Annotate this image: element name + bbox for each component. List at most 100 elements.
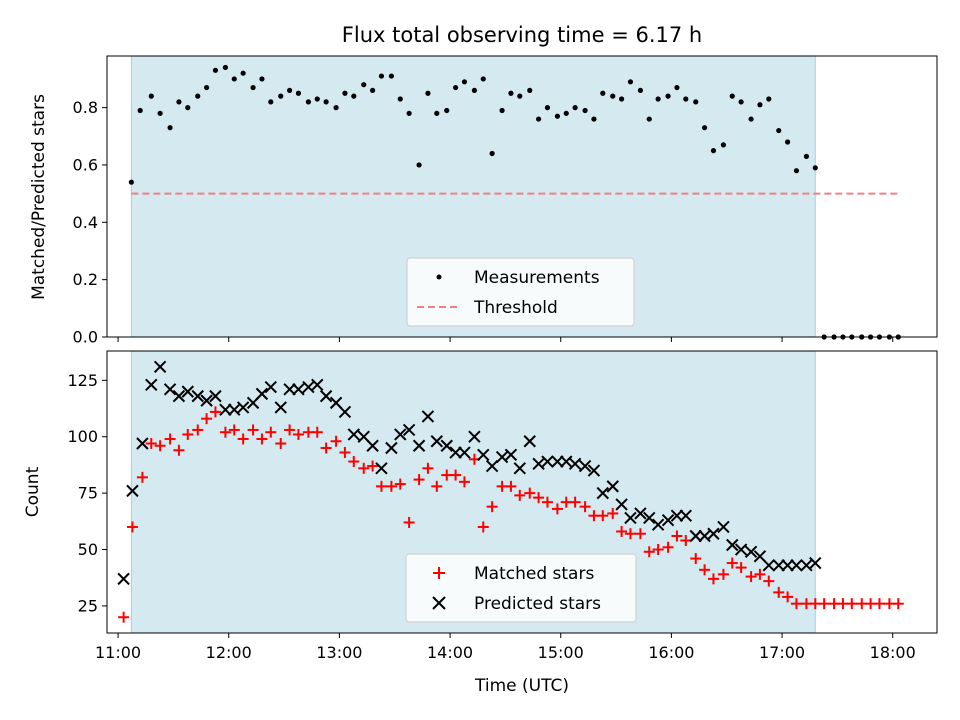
matched-star-point <box>219 426 231 438</box>
matched-star-point <box>330 435 342 447</box>
matched-star-point <box>745 571 757 583</box>
predicted-star-point <box>717 520 730 534</box>
x-tick-label: 12:00 <box>206 643 252 662</box>
matched-star-point <box>311 426 323 438</box>
measurement-point <box>212 67 219 73</box>
predicted-marker-b <box>255 387 269 401</box>
predicted-marker-b <box>651 518 665 531</box>
predicted-star-point <box>302 380 315 394</box>
measurement-point <box>544 105 551 111</box>
y-tick-label: 50 <box>78 540 98 559</box>
predicted-star-point <box>651 518 665 531</box>
matched-star-point <box>275 437 287 449</box>
matched-star-point <box>607 507 619 519</box>
predicted-marker-b <box>634 507 647 520</box>
matched-star-point <box>735 562 747 574</box>
predicted-marker-b <box>781 559 794 572</box>
predicted-marker-b <box>402 423 416 437</box>
matched-star-point <box>265 426 277 438</box>
measurement-point <box>655 96 661 102</box>
x-ticks-top <box>117 337 894 342</box>
measurement-point <box>536 116 542 122</box>
predicted-star-point <box>468 430 481 443</box>
predicted-star-point <box>338 405 352 419</box>
matched-star-point <box>394 478 406 490</box>
matched-star-point <box>707 573 719 585</box>
matched-star-point <box>375 480 387 492</box>
predicted-star-point <box>781 559 794 572</box>
matched-star-point <box>533 492 545 504</box>
legend-label-threshold: Threshold <box>473 298 558 318</box>
predicted-marker-b <box>347 428 360 441</box>
matched-star-point <box>403 516 415 528</box>
matched-star-point <box>413 474 425 486</box>
matched-star-point <box>763 575 775 587</box>
predicted-star-point <box>551 455 564 468</box>
predicted-star-point <box>200 394 213 407</box>
predicted-star-point <box>698 529 711 543</box>
measurement-point <box>683 96 689 102</box>
matched-star-point <box>551 503 563 515</box>
predicted-star-point <box>495 450 509 464</box>
predicted-marker-b <box>726 538 739 552</box>
predicted-marker-b <box>200 394 213 407</box>
measurement-point <box>204 84 210 91</box>
predicted-star-point <box>412 439 426 452</box>
matched-star-point <box>579 501 591 513</box>
measurement-point <box>710 148 717 154</box>
predicted-star-point <box>661 513 675 527</box>
measurement-point <box>453 84 459 91</box>
measurement-point <box>268 99 274 105</box>
predicted-marker-b <box>485 459 499 473</box>
predicted-marker-b <box>541 455 554 468</box>
measurement-point <box>195 93 201 99</box>
measurement-point <box>259 76 265 82</box>
measurement-point <box>766 96 772 102</box>
predicted-star-point <box>264 380 277 394</box>
matched-star-point <box>477 521 489 533</box>
predicted-marker-b <box>551 455 564 468</box>
matched-star-point <box>514 489 526 501</box>
predicted-marker-b <box>578 459 592 473</box>
measurement-point <box>185 105 191 111</box>
matched-star-point <box>339 447 351 459</box>
predicted-star-point <box>172 389 186 403</box>
y-ticks-bottom: 25 50 75 100 125 <box>67 371 107 615</box>
matched-star-point <box>624 528 636 540</box>
matched-star-point <box>431 480 443 492</box>
measurement-point <box>702 125 708 131</box>
predicted-marker-b <box>228 403 241 416</box>
measurement-point <box>720 142 727 148</box>
measurement-point <box>563 110 569 116</box>
predicted-marker-b <box>264 380 277 394</box>
measurement-point <box>378 73 385 79</box>
y-tick-label: 125 <box>67 371 98 390</box>
predicted-marker-b <box>440 439 453 452</box>
predicted-marker-b <box>153 360 167 373</box>
matched-star-point <box>209 406 221 418</box>
predicted-marker-b <box>606 480 619 493</box>
measurement-point <box>693 99 699 105</box>
measurement-point <box>231 76 237 82</box>
predicted-star-point <box>541 455 554 468</box>
y-tick-label: 0.0 <box>73 328 98 347</box>
measurement-point <box>793 168 800 174</box>
predicted-star-point <box>421 410 435 423</box>
matched-star-point <box>541 496 553 508</box>
y-tick-label: 0.6 <box>73 155 98 174</box>
matched-star-point <box>164 433 176 445</box>
predicted-star-point <box>790 559 803 572</box>
predicted-star-point <box>458 446 471 459</box>
x-tick-label: 13:00 <box>316 643 362 662</box>
measurement-point <box>674 84 680 91</box>
x-tick-label: 16:00 <box>648 643 694 662</box>
y-tick-label: 0.2 <box>73 270 98 289</box>
predicted-marker-b <box>458 446 471 459</box>
measurement-point <box>785 139 791 145</box>
predicted-star-point <box>772 559 785 572</box>
predicted-star-point <box>402 423 416 437</box>
predicted-marker-b <box>209 389 222 403</box>
measurement-point <box>738 99 744 105</box>
matched-star-point <box>505 480 517 492</box>
predicted-marker-b <box>385 441 398 455</box>
